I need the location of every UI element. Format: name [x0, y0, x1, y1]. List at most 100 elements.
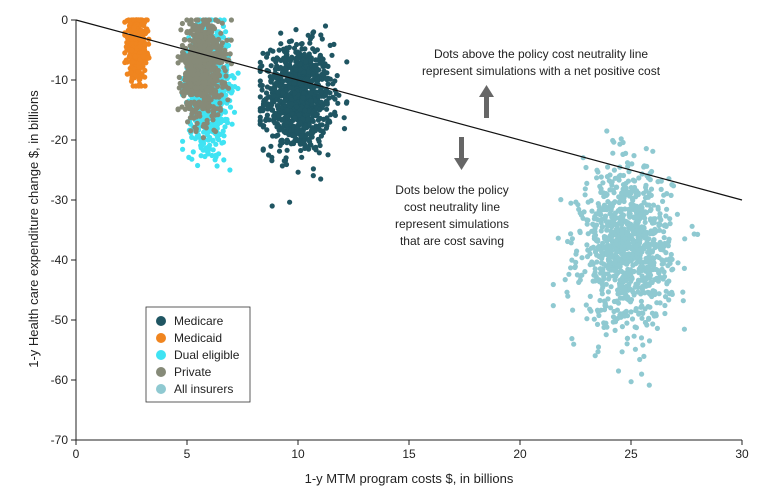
point-dual-eligible: [231, 109, 238, 115]
point-all-insurers: [619, 349, 625, 355]
annotation-below-line-2: cost neutrality line: [404, 200, 500, 214]
point-dual-eligible: [204, 114, 210, 120]
point-medicare: [320, 103, 326, 109]
point-all-insurers: [570, 307, 576, 313]
point-private: [210, 24, 216, 30]
point-medicare: [289, 97, 295, 103]
point-all-insurers: [624, 231, 630, 237]
point-medicare: [313, 112, 319, 118]
point-medicare: [264, 127, 270, 133]
point-all-insurers: [669, 256, 675, 262]
point-all-insurers: [646, 338, 653, 344]
point-medicare: [292, 90, 298, 96]
point-medicaid: [125, 27, 131, 33]
point-medicare: [301, 90, 307, 96]
point-all-insurers: [644, 322, 650, 328]
point-private: [188, 19, 194, 25]
point-private: [203, 68, 209, 74]
point-medicare: [283, 161, 290, 168]
point-private: [200, 123, 206, 129]
point-all-insurers: [582, 192, 588, 198]
point-medicare: [298, 133, 305, 139]
point-all-insurers: [623, 252, 629, 258]
point-all-insurers: [624, 320, 630, 326]
point-all-insurers: [637, 237, 643, 243]
point-all-insurers: [645, 282, 651, 288]
x-tick-label: 25: [624, 447, 638, 461]
point-medicare: [269, 107, 275, 113]
point-private: [177, 80, 183, 86]
point-medicare: [309, 84, 315, 91]
point-all-insurers: [596, 203, 602, 209]
point-all-insurers: [612, 327, 618, 333]
point-private: [202, 43, 208, 49]
point-all-insurers: [624, 335, 631, 341]
point-medicare: [310, 173, 316, 179]
legend-marker-dual-eligible: [156, 350, 166, 360]
point-all-insurers: [613, 215, 620, 221]
point-all-insurers: [592, 266, 598, 272]
point-private: [200, 75, 206, 81]
point-medicare: [313, 144, 319, 150]
point-all-insurers: [613, 237, 619, 244]
point-all-insurers: [608, 179, 614, 186]
point-all-insurers: [609, 224, 615, 230]
point-medicare: [268, 78, 274, 84]
x-tick-label: 5: [184, 447, 191, 461]
point-medicare: [305, 69, 312, 75]
point-medicaid: [135, 69, 141, 75]
point-all-insurers: [631, 215, 638, 221]
point-all-insurers: [577, 228, 583, 234]
point-all-insurers: [623, 150, 629, 156]
point-all-insurers: [584, 242, 590, 248]
point-medicare: [324, 123, 330, 129]
point-medicare: [275, 89, 281, 95]
point-medicare: [316, 150, 322, 156]
point-all-insurers: [571, 341, 577, 347]
point-medicare: [331, 41, 337, 48]
point-medicare: [325, 152, 331, 158]
point-medicare: [298, 41, 304, 47]
point-all-insurers: [592, 229, 598, 235]
point-private: [218, 30, 224, 36]
point-all-insurers: [594, 175, 600, 181]
point-dual-eligible: [209, 152, 215, 159]
point-medicare: [260, 147, 266, 153]
point-all-insurers: [598, 186, 604, 192]
point-medicare: [276, 113, 282, 119]
point-all-insurers: [610, 218, 616, 225]
point-medicaid: [126, 17, 132, 23]
point-medicare: [292, 115, 298, 121]
point-all-insurers: [658, 246, 664, 253]
annotation-below-line-4: that are cost saving: [400, 234, 504, 248]
point-dual-eligible: [180, 146, 186, 152]
point-all-insurers: [612, 259, 618, 266]
point-private: [195, 28, 201, 34]
point-all-insurers: [631, 333, 637, 339]
legend-marker-private: [156, 367, 166, 377]
point-all-insurers: [616, 199, 622, 205]
point-all-insurers: [681, 326, 688, 332]
point-medicare: [316, 123, 322, 129]
point-medicare: [310, 166, 316, 172]
point-all-insurers: [631, 153, 637, 159]
point-private: [191, 37, 197, 43]
point-dual-eligible: [227, 104, 234, 110]
point-all-insurers: [639, 273, 645, 279]
point-all-insurers: [599, 224, 605, 230]
point-all-insurers: [610, 229, 616, 235]
point-medicare: [273, 80, 279, 86]
point-all-insurers: [584, 180, 590, 186]
point-all-insurers: [648, 186, 655, 192]
point-medicare: [274, 133, 280, 139]
point-all-insurers: [583, 302, 589, 308]
point-private: [195, 71, 201, 77]
point-medicare: [257, 59, 263, 65]
point-medicare: [300, 95, 306, 101]
point-private: [194, 120, 200, 126]
point-all-insurers: [607, 201, 613, 207]
point-all-insurers: [619, 324, 626, 330]
point-all-insurers: [689, 223, 695, 229]
point-dual-eligible: [189, 134, 195, 140]
point-all-insurers: [668, 192, 674, 198]
